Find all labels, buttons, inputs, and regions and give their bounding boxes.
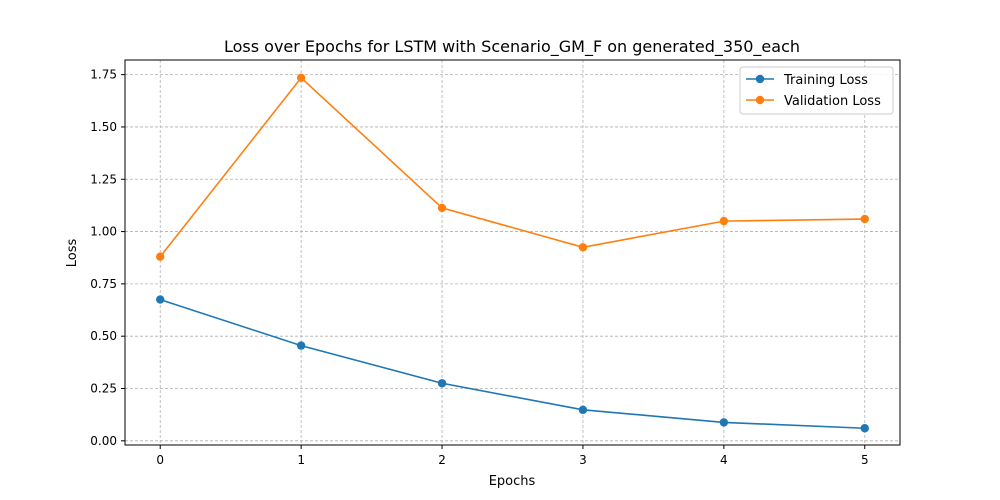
- x-tick-label: 4: [720, 453, 728, 467]
- y-tick-label: 0.75: [90, 277, 117, 291]
- validation-loss-legend-label: Validation Loss: [784, 94, 881, 109]
- y-tick-label: 1.25: [90, 172, 117, 186]
- training-loss-point: [578, 405, 588, 415]
- plot-frame: [124, 59, 901, 446]
- chart-title: Loss over Epochs for LSTM with Scenario_…: [224, 37, 800, 57]
- y-axis: 0.00 0.25 0.50 0.75 1.00 1.25 1.50 1.75: [90, 68, 125, 448]
- legend-box: [739, 66, 894, 115]
- x-tick-label: 0: [156, 453, 164, 467]
- training-loss-point: [437, 379, 447, 388]
- y-tick-label: 0.00: [90, 434, 117, 448]
- training-loss-point: [719, 418, 729, 427]
- legend: Training Loss Validation Loss: [739, 66, 894, 115]
- validation-loss-point: [156, 252, 165, 261]
- series-layer: [156, 73, 869, 433]
- x-tick-label: 5: [861, 453, 869, 467]
- grid-lines: [125, 60, 900, 445]
- y-tick-label: 1.75: [90, 68, 117, 82]
- training-loss-legend-marker: [755, 74, 765, 84]
- x-tick-label: 1: [297, 453, 305, 467]
- validation-loss-line: [159, 76, 865, 258]
- validation-loss-point: [578, 243, 588, 252]
- x-axis-label: Epochs: [489, 474, 536, 489]
- validation-loss-point: [437, 203, 447, 213]
- y-tick-label: 1.00: [90, 225, 117, 239]
- training-loss-point: [296, 341, 306, 350]
- validation-loss-legend-marker: [755, 95, 765, 105]
- y-tick-label: 0.25: [90, 382, 117, 396]
- x-tick-label: 2: [438, 453, 446, 467]
- training-loss-legend-label: Training Loss: [783, 73, 868, 88]
- y-tick-label: 1.50: [90, 120, 117, 134]
- x-axis: 0 1 2 3 4 5: [156, 445, 869, 467]
- validation-loss-point: [860, 214, 869, 224]
- validation-loss-point: [719, 216, 729, 226]
- x-tick-label: 3: [579, 453, 587, 467]
- training-loss-point: [156, 295, 165, 304]
- y-axis-label: Loss: [65, 239, 80, 268]
- y-tick-label: 0.50: [90, 329, 117, 343]
- training-loss-line: [159, 298, 865, 430]
- training-loss-point: [860, 424, 869, 433]
- validation-loss-point: [296, 73, 306, 82]
